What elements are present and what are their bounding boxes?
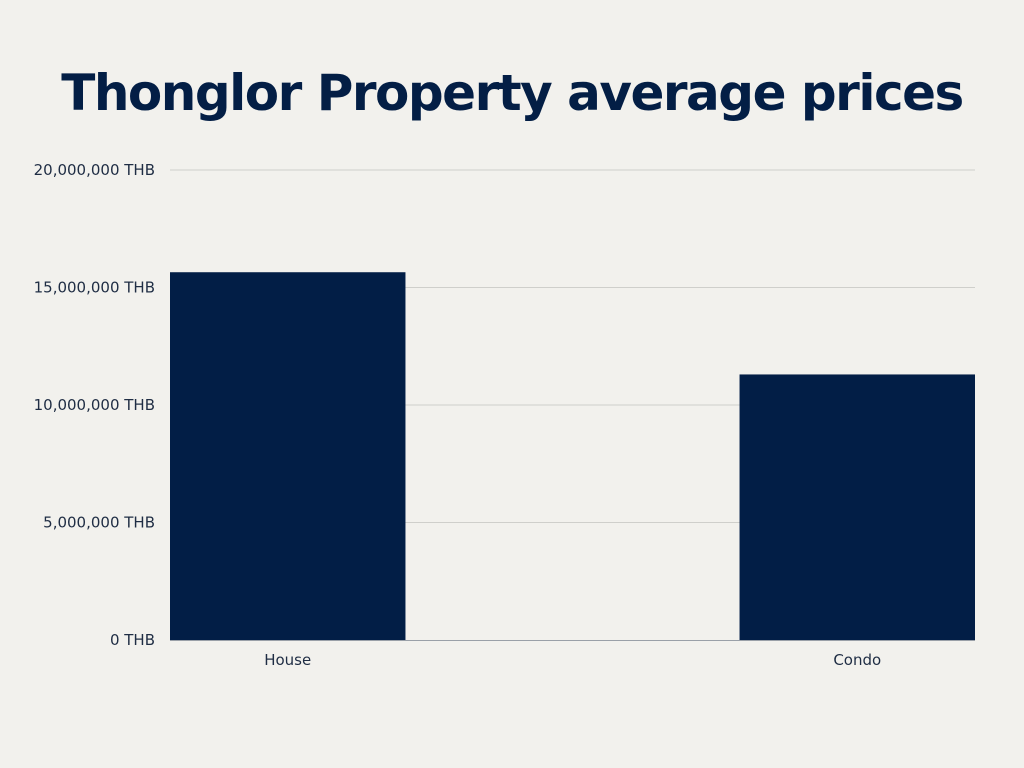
y-tick-label: 10,000,000 THB (34, 396, 155, 414)
y-tick-label: 5,000,000 THB (43, 514, 155, 532)
y-tick-label: 0 THB (110, 631, 155, 649)
chart-title: Thonglor Property average prices (61, 64, 964, 122)
y-tick-label: 20,000,000 THB (34, 161, 155, 179)
bars (170, 272, 975, 640)
y-axis-ticks: 0 THB 5,000,000 THB 10,000,000 THB 15,000,0… (34, 161, 155, 649)
bar-condo (739, 374, 975, 640)
bar-house (170, 272, 406, 640)
x-tick-label: House (264, 651, 311, 669)
x-axis-labels: House Condo (264, 651, 881, 669)
x-tick-label: Condo (833, 651, 881, 669)
y-tick-label: 15,000,000 THB (34, 279, 155, 297)
